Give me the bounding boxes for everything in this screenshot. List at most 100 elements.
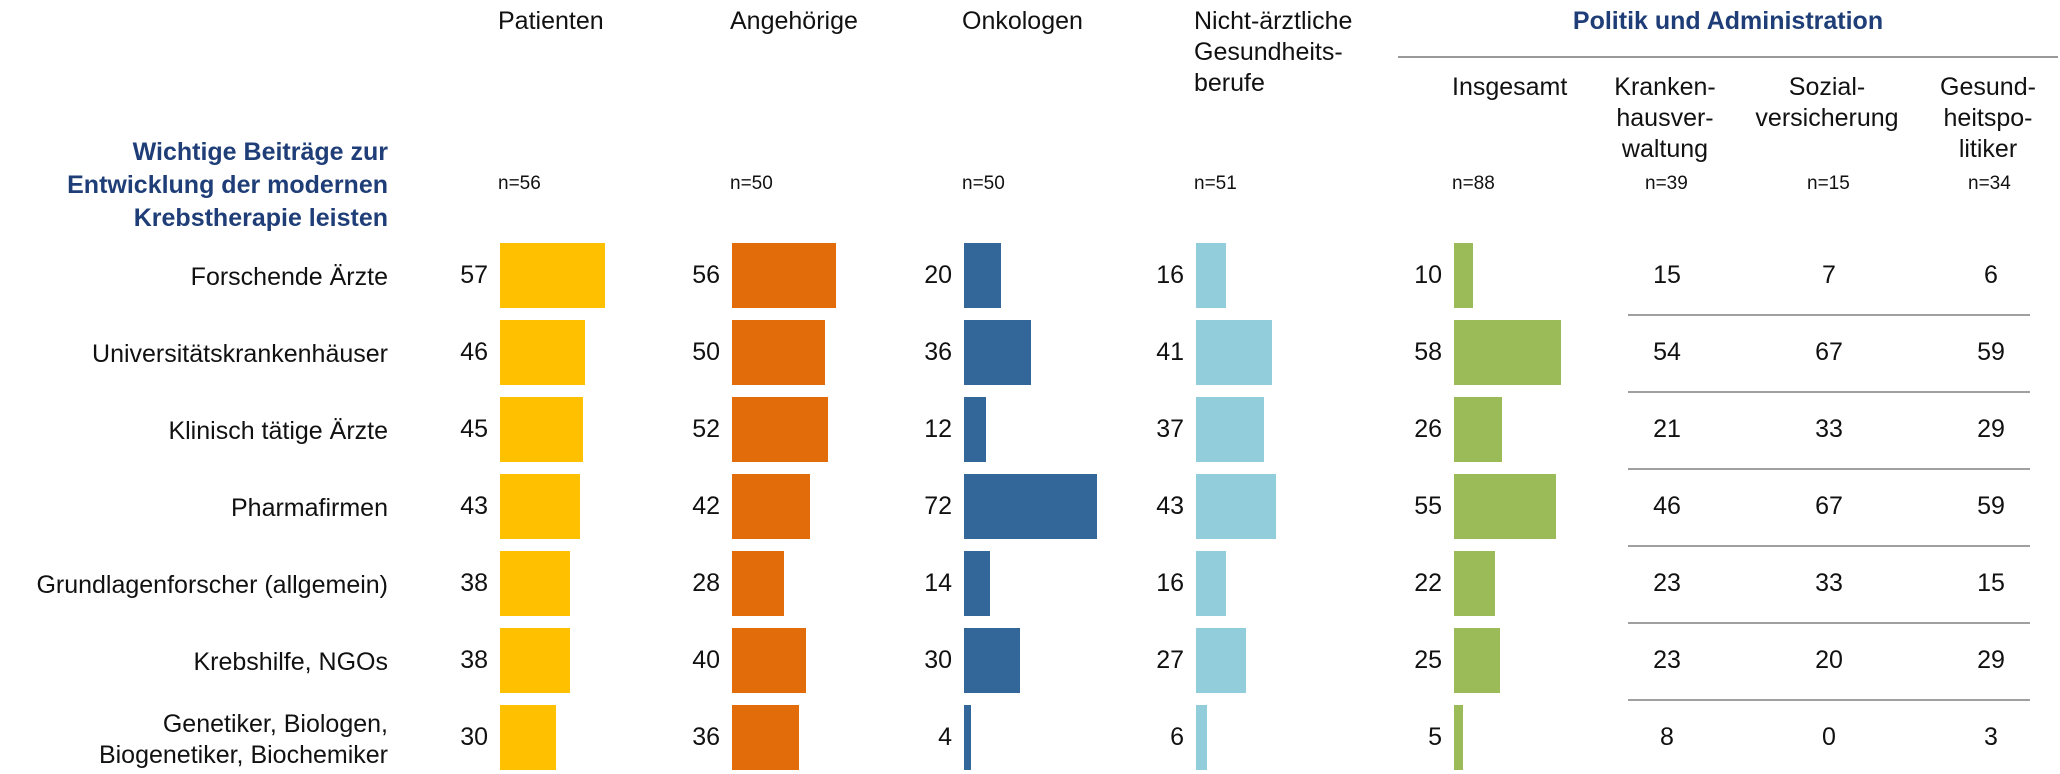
value-label-nichtaerztlich-0: 16 [1156, 261, 1184, 289]
bar-patienten-1 [500, 320, 586, 385]
n-count-onkologen: n=50 [962, 173, 1005, 194]
table-value-gesundheitspol-2: 29 [1977, 415, 2005, 443]
bar-insgesamt-3 [1454, 474, 1556, 539]
table-row-separator-1 [1628, 314, 2030, 316]
bar-angehoerige-5 [732, 628, 806, 693]
table-row-separator-4 [1628, 545, 2030, 547]
value-label-patienten-5: 38 [460, 646, 488, 674]
bar-patienten-4 [500, 551, 571, 616]
col-header-patienten: Patienten [498, 7, 604, 35]
value-label-insgesamt-2: 26 [1414, 415, 1442, 443]
col-header-nichtaerztlich: Nicht-ärztliche Gesundheits- berufe [1194, 7, 1353, 97]
table-row-separator-6 [1628, 699, 2030, 701]
value-label-nichtaerztlich-2: 37 [1156, 415, 1184, 443]
value-label-insgesamt-6: 5 [1428, 723, 1442, 751]
bar-onkologen-2 [964, 397, 987, 462]
n-count-patienten: n=56 [498, 173, 541, 194]
value-label-nichtaerztlich-4: 16 [1156, 569, 1184, 597]
bar-onkologen-5 [964, 628, 1020, 693]
bar-onkologen-4 [964, 551, 990, 616]
table-value-krankenhaus-0: 15 [1653, 261, 1681, 289]
table-value-sozial-1: 67 [1815, 338, 1843, 366]
table-value-sozial-6: 0 [1822, 723, 1836, 751]
table-value-gesundheitspol-1: 59 [1977, 338, 2005, 366]
value-label-patienten-6: 30 [460, 723, 488, 751]
bar-angehoerige-0 [732, 243, 836, 308]
value-label-nichtaerztlich-5: 27 [1156, 646, 1184, 674]
table-value-gesundheitspol-6: 3 [1984, 723, 1998, 751]
value-label-onkologen-5: 30 [924, 646, 952, 674]
value-label-patienten-1: 46 [460, 338, 488, 366]
value-label-angehoerige-4: 28 [692, 569, 720, 597]
n-count-gesundheitspol: n=34 [1968, 173, 2011, 194]
table-value-krankenhaus-5: 23 [1653, 646, 1681, 674]
question-title: Wichtige Beiträge zur Entwicklung der mo… [67, 138, 388, 232]
bar-onkologen-1 [964, 320, 1031, 385]
col-header-onkologen: Onkologen [962, 7, 1083, 35]
bar-nichtaerztlich-2 [1196, 397, 1265, 462]
bar-patienten-3 [500, 474, 580, 539]
value-label-onkologen-0: 20 [924, 261, 952, 289]
bar-insgesamt-6 [1454, 705, 1464, 770]
row-label-krebshilfe: Krebshilfe, NGOs [193, 648, 388, 676]
value-label-nichtaerztlich-3: 43 [1156, 492, 1184, 520]
value-label-insgesamt-3: 55 [1414, 492, 1442, 520]
value-label-angehoerige-0: 56 [692, 261, 720, 289]
table-value-krankenhaus-2: 21 [1653, 415, 1681, 443]
n-count-angehoerige: n=50 [730, 173, 773, 194]
table-value-krankenhaus-6: 8 [1660, 723, 1674, 751]
n-count-krankenhaus: n=39 [1645, 173, 1688, 194]
row-label-pharmafirmen: Pharmafirmen [231, 494, 388, 522]
bar-insgesamt-4 [1454, 551, 1495, 616]
bar-onkologen-3 [964, 474, 1098, 539]
table-value-gesundheitspol-0: 6 [1984, 261, 1998, 289]
value-label-onkologen-1: 36 [924, 338, 952, 366]
row-label-forschende-aerzte: Forschende Ärzte [190, 263, 388, 291]
bar-angehoerige-4 [732, 551, 784, 616]
bar-angehoerige-2 [732, 397, 829, 462]
value-label-angehoerige-5: 40 [692, 646, 720, 674]
value-label-angehoerige-6: 36 [692, 723, 720, 751]
table-row-separator-3 [1628, 468, 2030, 470]
col-header-krankenhaus: Kranken- hausver- waltung [1614, 73, 1716, 163]
value-label-onkologen-2: 12 [924, 415, 952, 443]
col-header-gesundheitspol: Gesund- heitspo- litiker [1940, 73, 2036, 163]
bar-insgesamt-5 [1454, 628, 1501, 693]
table-value-sozial-4: 33 [1815, 569, 1843, 597]
value-label-angehoerige-3: 42 [692, 492, 720, 520]
bar-patienten-0 [500, 243, 606, 308]
value-label-insgesamt-5: 25 [1414, 646, 1442, 674]
bar-nichtaerztlich-3 [1196, 474, 1276, 539]
value-label-angehoerige-1: 50 [692, 338, 720, 366]
table-value-krankenhaus-4: 23 [1653, 569, 1681, 597]
col-header-angehoerige: Angehörige [730, 7, 858, 35]
bar-nichtaerztlich-4 [1196, 551, 1226, 616]
row-label-klinisch-taetige-aerzte: Klinisch tätige Ärzte [168, 417, 388, 445]
politik-group-rule [1398, 56, 2058, 58]
table-value-gesundheitspol-3: 59 [1977, 492, 2005, 520]
value-label-patienten-0: 57 [460, 261, 488, 289]
n-count-insgesamt: n=88 [1452, 173, 1495, 194]
table-row-separator-2 [1628, 391, 2030, 393]
bar-nichtaerztlich-5 [1196, 628, 1246, 693]
bar-onkologen-0 [964, 243, 1001, 308]
bar-insgesamt-2 [1454, 397, 1503, 462]
value-label-patienten-3: 43 [460, 492, 488, 520]
table-value-krankenhaus-3: 46 [1653, 492, 1681, 520]
table-value-krankenhaus-1: 54 [1653, 338, 1681, 366]
row-label-genetiker: Genetiker, Biologen, Biogenetiker, Bioch… [98, 710, 388, 769]
table-value-sozial-2: 33 [1815, 415, 1843, 443]
value-label-patienten-4: 38 [460, 569, 488, 597]
value-label-insgesamt-1: 58 [1414, 338, 1442, 366]
n-count-nichtaerztlich: n=51 [1194, 173, 1237, 194]
bar-angehoerige-3 [732, 474, 810, 539]
value-label-onkologen-6: 4 [938, 723, 952, 751]
bar-insgesamt-0 [1454, 243, 1473, 308]
value-label-angehoerige-2: 52 [692, 415, 720, 443]
table-value-sozial-5: 20 [1815, 646, 1843, 674]
bar-patienten-5 [500, 628, 571, 693]
value-label-nichtaerztlich-1: 41 [1156, 338, 1184, 366]
bar-nichtaerztlich-6 [1196, 705, 1208, 770]
col-header-sozial: Sozial- versicherung [1755, 73, 1899, 132]
table-row-separator-5 [1628, 622, 2030, 624]
